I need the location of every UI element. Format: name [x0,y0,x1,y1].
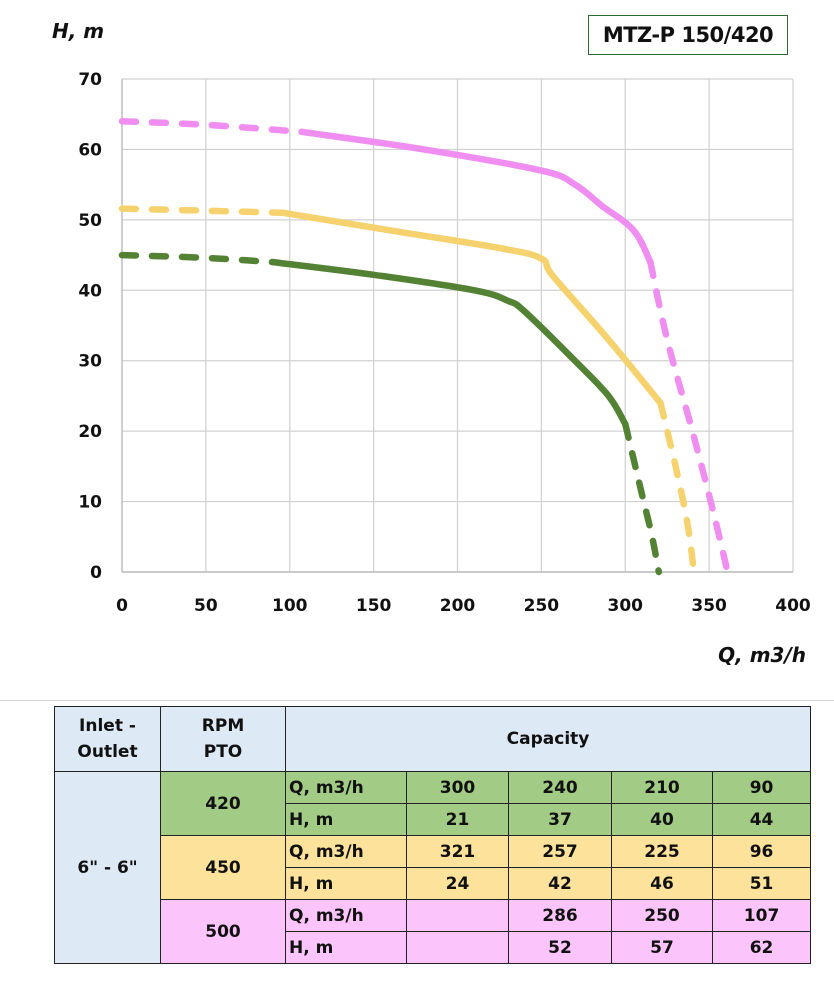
row-label-cell: Q, m3/h [285,771,407,804]
x-tick-label: 50 [194,596,218,616]
y-tick-label: 30 [78,352,102,372]
capacity-table: Inlet - Outlet RPM PTO Capacity 6" - 6" 420… [54,706,812,964]
table-row: H, m 24 42 46 51 [55,867,812,900]
y-tick-label: 70 [78,70,102,90]
value-cell: 44 [711,803,812,836]
y-tick-label: 0 [90,563,102,583]
series-420-rpm [118,251,663,576]
row-label-cell: H, m [285,867,407,900]
rpm-cell: 500 [160,899,286,964]
rpm-cell: 420 [160,771,286,836]
table-row: H, m 21 37 40 44 [55,803,812,836]
series-line-dashed-end [647,258,731,576]
x-tick-label: 350 [691,596,727,616]
value-cell: 62 [711,931,812,964]
value-cell [406,899,509,932]
value-cell: 57 [611,931,713,964]
value-cell [406,931,509,964]
header-inlet-outlet: Inlet - Outlet [54,706,161,772]
y-tick-label: 60 [78,140,102,160]
series-line-solid [279,209,664,407]
series-line-solid [298,128,654,266]
row-label-cell: Q, m3/h [285,899,407,932]
x-tick-label: 250 [524,596,560,616]
value-cell: 240 [508,771,612,804]
chart-curves [118,118,731,576]
series-line-dashed-end [622,420,663,576]
series-line-dashed-start [118,118,305,136]
x-tick-label: 200 [440,596,476,616]
table-row: 450 Q, m3/h 321 257 225 96 [55,835,812,900]
series-450-rpm [118,205,698,576]
x-tick-label: 100 [272,596,308,616]
value-cell: 90 [711,771,812,804]
x-tick-label: 0 [116,596,128,616]
row-label-cell: H, m [285,931,407,964]
series-line-solid [269,258,629,428]
pump-curve-chart: 0 10 20 30 40 50 60 70 0 50 100 150 200 250 300 350 400… [52,19,811,667]
value-cell: 225 [611,835,713,868]
series-line-dashed-start [118,205,287,217]
divider [0,700,834,701]
y-tick-label: 20 [78,422,102,442]
table-row: H, m 52 57 62 [55,931,812,964]
y-tick-label: 10 [78,493,102,513]
value-cell: 52 [508,931,612,964]
row-label-cell: Q, m3/h [285,835,407,868]
value-cell: 321 [406,835,509,868]
value-cell: 40 [611,803,713,836]
value-cell: 107 [711,899,812,932]
value-cell: 257 [508,835,612,868]
connection-size-cell: 6" - 6" [54,771,161,964]
series-line-dashed-end [657,399,698,576]
x-tick-label: 150 [356,596,392,616]
value-cell: 51 [711,867,812,900]
value-cell: 96 [711,835,812,868]
table-row: 6" - 6" 420 Q, m3/h 300 240 210 90 [54,771,812,964]
value-cell: 250 [611,899,713,932]
series-line-dashed-start [118,251,277,266]
model-label: MTZ-P 150/420 [588,15,788,55]
series-500-rpm [118,118,731,576]
row-label-cell: H, m [285,803,407,836]
value-cell: 46 [611,867,713,900]
header-rpm-pto: RPM PTO [160,706,286,772]
table-header-row: Inlet - Outlet RPM PTO Capacity [54,706,812,772]
value-cell: 210 [611,771,713,804]
value-cell: 24 [406,867,509,900]
x-axis-title: Q, m3/h [718,643,806,667]
x-axis-ticks: 0 50 100 150 200 250 300 350 400 [116,596,811,616]
header-capacity: Capacity [284,706,812,772]
rpm-cell: 450 [160,835,286,900]
y-tick-label: 40 [78,281,102,301]
value-cell: 21 [406,803,509,836]
table-row: 500 Q, m3/h 286 250 107 [55,899,812,964]
x-tick-label: 300 [608,596,644,616]
y-axis-ticks: 0 10 20 30 40 50 60 70 [78,70,102,583]
x-tick-label: 400 [775,596,811,616]
y-axis-title: H, m [52,19,104,43]
value-cell: 42 [508,867,612,900]
value-cell: 286 [508,899,612,932]
y-tick-label: 50 [78,211,102,231]
value-cell: 300 [406,771,509,804]
value-cell: 37 [508,803,612,836]
